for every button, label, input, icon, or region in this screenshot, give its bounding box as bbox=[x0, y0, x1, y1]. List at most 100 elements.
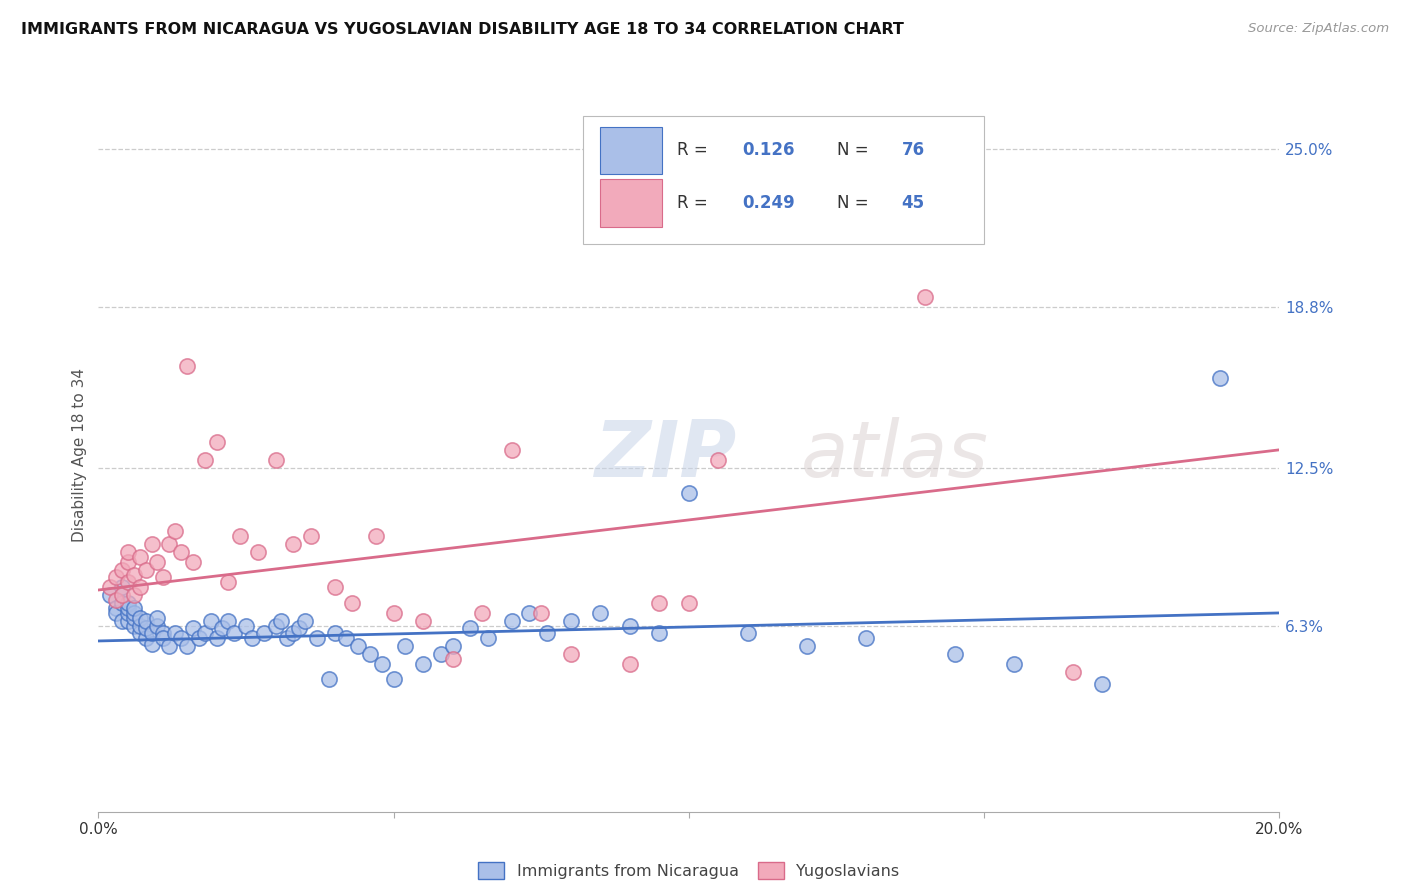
Point bbox=[217, 575, 239, 590]
Point bbox=[111, 581, 134, 595]
Point bbox=[619, 618, 641, 632]
Point bbox=[170, 545, 193, 559]
Point bbox=[128, 581, 150, 595]
Point bbox=[135, 632, 157, 646]
Point bbox=[589, 606, 612, 620]
Point bbox=[305, 632, 328, 646]
Point bbox=[224, 626, 246, 640]
Point bbox=[111, 596, 134, 610]
Point bbox=[205, 632, 228, 646]
Point bbox=[288, 621, 311, 635]
Point bbox=[211, 621, 233, 635]
Point bbox=[200, 614, 222, 628]
Point bbox=[205, 435, 228, 450]
Point bbox=[441, 639, 464, 653]
Point bbox=[141, 626, 163, 640]
Point bbox=[157, 639, 180, 653]
Point bbox=[299, 529, 322, 543]
Point bbox=[382, 606, 405, 620]
Point bbox=[619, 657, 641, 671]
Point bbox=[128, 626, 150, 640]
FancyBboxPatch shape bbox=[600, 128, 662, 175]
Point bbox=[235, 618, 257, 632]
Point bbox=[117, 596, 139, 610]
Point bbox=[122, 588, 145, 602]
Text: 0.249: 0.249 bbox=[742, 194, 794, 212]
Point bbox=[648, 596, 671, 610]
Point bbox=[530, 606, 553, 620]
Point bbox=[283, 537, 305, 551]
Point bbox=[117, 555, 139, 569]
Text: R =: R = bbox=[678, 141, 707, 159]
Point bbox=[536, 626, 558, 640]
Point bbox=[240, 632, 263, 646]
Point bbox=[135, 563, 157, 577]
Point bbox=[796, 639, 818, 653]
FancyBboxPatch shape bbox=[582, 116, 984, 244]
Point bbox=[146, 611, 169, 625]
Text: IMMIGRANTS FROM NICARAGUA VS YUGOSLAVIAN DISABILITY AGE 18 TO 34 CORRELATION CHA: IMMIGRANTS FROM NICARAGUA VS YUGOSLAVIAN… bbox=[21, 22, 904, 37]
Point bbox=[229, 529, 252, 543]
Point bbox=[323, 581, 346, 595]
Point bbox=[157, 537, 180, 551]
Point bbox=[141, 537, 163, 551]
Point bbox=[1091, 677, 1114, 691]
Point bbox=[335, 632, 357, 646]
Point bbox=[318, 672, 340, 686]
Text: 45: 45 bbox=[901, 194, 925, 212]
Point bbox=[141, 636, 163, 650]
Text: ZIP: ZIP bbox=[595, 417, 737, 493]
Point bbox=[122, 600, 145, 615]
Text: 0.126: 0.126 bbox=[742, 141, 794, 159]
Point bbox=[105, 570, 128, 584]
Point bbox=[122, 611, 145, 625]
Point bbox=[105, 593, 128, 607]
Point bbox=[430, 647, 453, 661]
Point bbox=[128, 618, 150, 632]
Point bbox=[477, 632, 499, 646]
Point bbox=[122, 618, 145, 632]
Point bbox=[276, 632, 298, 646]
FancyBboxPatch shape bbox=[600, 179, 662, 227]
Point bbox=[560, 647, 582, 661]
Point bbox=[359, 647, 381, 661]
Point bbox=[382, 672, 405, 686]
Point bbox=[347, 639, 370, 653]
Point bbox=[678, 486, 700, 500]
Point bbox=[412, 614, 434, 628]
Point bbox=[246, 545, 269, 559]
Point bbox=[283, 626, 305, 640]
Point bbox=[1062, 665, 1084, 679]
Point bbox=[342, 596, 364, 610]
Point bbox=[364, 529, 387, 543]
Text: N =: N = bbox=[837, 141, 868, 159]
Point bbox=[371, 657, 394, 671]
Point bbox=[98, 581, 121, 595]
Point bbox=[122, 567, 145, 582]
Text: 76: 76 bbox=[901, 141, 925, 159]
Legend: Immigrants from Nicaragua, Yugoslavians: Immigrants from Nicaragua, Yugoslavians bbox=[472, 855, 905, 886]
Point bbox=[105, 600, 128, 615]
Point bbox=[1002, 657, 1025, 671]
Point bbox=[678, 596, 700, 610]
Point bbox=[117, 575, 139, 590]
Point bbox=[117, 606, 139, 620]
Point bbox=[412, 657, 434, 671]
Point bbox=[501, 614, 523, 628]
Point bbox=[170, 632, 193, 646]
Point bbox=[111, 588, 134, 602]
Point bbox=[264, 453, 287, 467]
Point bbox=[471, 606, 494, 620]
Point bbox=[111, 563, 134, 577]
Text: atlas: atlas bbox=[801, 417, 988, 493]
Point bbox=[943, 647, 966, 661]
Point bbox=[323, 626, 346, 640]
Point bbox=[152, 632, 174, 646]
Point bbox=[194, 626, 217, 640]
Point bbox=[914, 290, 936, 304]
Point bbox=[187, 632, 209, 646]
Point bbox=[560, 614, 582, 628]
Point bbox=[128, 611, 150, 625]
Point bbox=[165, 626, 187, 640]
Point bbox=[117, 600, 139, 615]
